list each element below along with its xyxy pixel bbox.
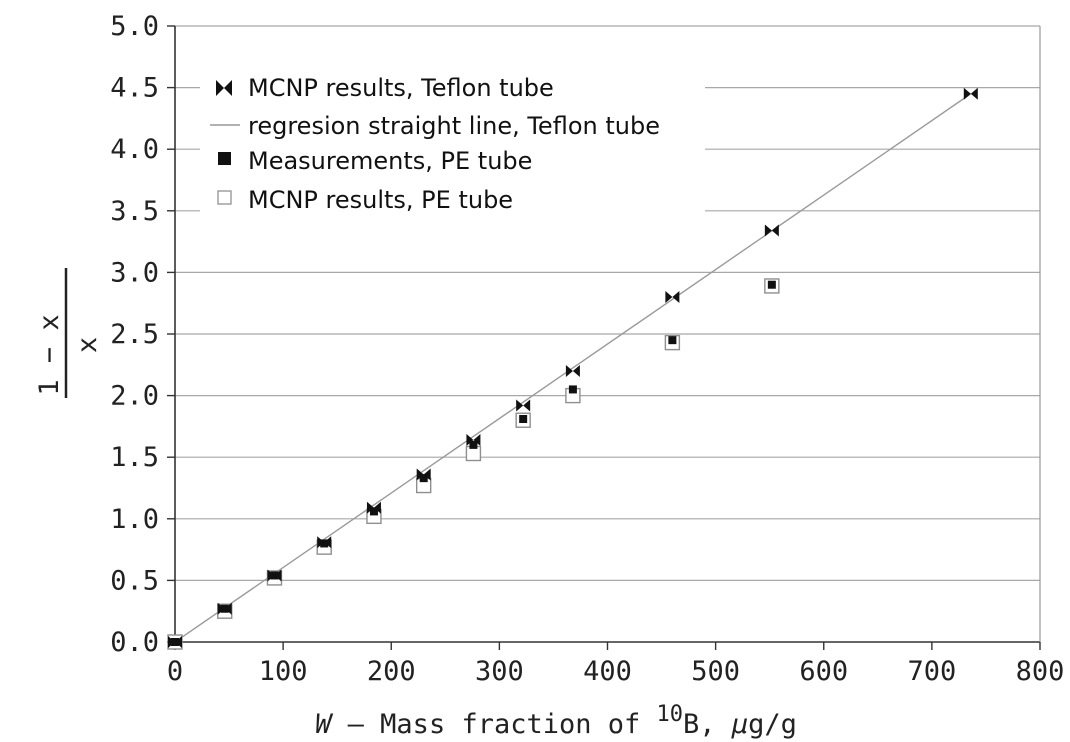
pe-measurement-point bbox=[419, 474, 428, 483]
y-axis-denominator: x bbox=[72, 337, 103, 353]
legend-label-measurements-pe: Measurements, PE tube bbox=[248, 147, 532, 175]
tick-labels: 0.0 0.5 1.0 1.5 2.0 2.5 3.0 3.5 4.0 4.5 5.0 0 100 200… bbox=[110, 11, 1064, 687]
teflon-mcnp-point bbox=[366, 501, 381, 514]
x-axis-title: W — Mass fraction of 10B, μg/g bbox=[315, 702, 797, 740]
x-axis-variable: W bbox=[315, 709, 334, 740]
pe-measurement-point bbox=[519, 415, 528, 424]
x-tick-label: 600 bbox=[799, 656, 848, 687]
teflon-mcnp-point bbox=[466, 433, 481, 446]
x-axis-isotope: B bbox=[683, 709, 699, 740]
y-tick-label: 5.0 bbox=[110, 11, 159, 42]
legend: MCNP results, Teflon tube regresion stra… bbox=[200, 66, 705, 218]
y-tick-label: 1.0 bbox=[110, 504, 159, 535]
teflon-mcnp-point bbox=[665, 291, 680, 304]
y-axis-numerator: 1 − x bbox=[34, 314, 65, 395]
pe-measurement-point bbox=[320, 539, 329, 548]
x-tick-label: 500 bbox=[691, 656, 740, 687]
y-tick-label: 4.5 bbox=[110, 73, 159, 104]
y-tick-label: 2.5 bbox=[110, 319, 159, 350]
x-axis-unit-prefix: , bbox=[699, 709, 732, 740]
pe-measurement-point bbox=[369, 507, 378, 516]
teflon-mcnp-point bbox=[317, 536, 332, 549]
y-tick-label: 2.0 bbox=[110, 381, 159, 412]
legend-marker-bowtie bbox=[216, 80, 232, 96]
legend-marker-open-square bbox=[217, 190, 232, 205]
legend-label-mcnp-pe: MCNP results, PE tube bbox=[248, 186, 513, 214]
teflon-mcnp-point bbox=[963, 87, 978, 100]
pe-measurement-point bbox=[469, 440, 478, 449]
teflon-mcnp-point bbox=[565, 364, 580, 377]
pe-measurement-point bbox=[568, 385, 577, 394]
x-axis-unit-mu: μ bbox=[731, 709, 748, 740]
teflon-mcnp-point bbox=[267, 569, 282, 582]
y-tick-label: 0.5 bbox=[110, 565, 159, 596]
pe-measurement-point bbox=[668, 336, 677, 345]
regression-line-layer bbox=[174, 93, 972, 643]
x-tick-label: 700 bbox=[907, 656, 956, 687]
x-tick-label: 800 bbox=[1016, 656, 1065, 687]
teflon-mcnp-point bbox=[217, 602, 232, 615]
x-axis-isotope-sup: 10 bbox=[657, 702, 684, 727]
axes bbox=[167, 25, 1041, 650]
y-tick-label: 1.5 bbox=[110, 442, 159, 473]
regression-line bbox=[174, 93, 972, 643]
x-tick-label: 100 bbox=[259, 656, 308, 687]
legend-label-mcnp-teflon: MCNP results, Teflon tube bbox=[248, 74, 554, 102]
y-tick-label: 0.0 bbox=[110, 627, 159, 658]
legend-background bbox=[200, 66, 705, 218]
x-axis-unit-rest: g/g bbox=[748, 709, 797, 740]
x-tick-label: 200 bbox=[367, 656, 416, 687]
legend-marker-filled-square bbox=[218, 152, 231, 165]
teflon-mcnp-point bbox=[168, 636, 182, 648]
y-axis-title: 1 − x x bbox=[34, 268, 103, 398]
teflon-mcnp-point bbox=[516, 399, 531, 412]
x-axis-text: — Mass fraction of bbox=[331, 709, 656, 740]
data-points bbox=[167, 87, 978, 650]
x-tick-label: 300 bbox=[475, 656, 524, 687]
y-tick-label: 3.5 bbox=[110, 196, 159, 227]
pe-measurement-point bbox=[767, 280, 776, 289]
x-tick-label: 400 bbox=[583, 656, 632, 687]
legend-label-regression: regresion straight line, Teflon tube bbox=[248, 112, 660, 140]
y-tick-label: 3.0 bbox=[110, 257, 159, 288]
teflon-mcnp-point bbox=[764, 224, 779, 237]
x-tick-label: 0 bbox=[167, 656, 183, 687]
y-tick-label: 4.0 bbox=[110, 134, 159, 165]
teflon-mcnp-point bbox=[416, 468, 431, 481]
